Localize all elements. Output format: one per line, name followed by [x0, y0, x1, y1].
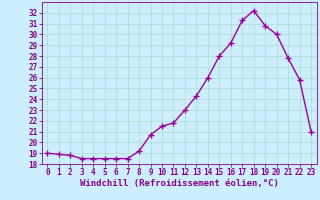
X-axis label: Windchill (Refroidissement éolien,°C): Windchill (Refroidissement éolien,°C) [80, 179, 279, 188]
